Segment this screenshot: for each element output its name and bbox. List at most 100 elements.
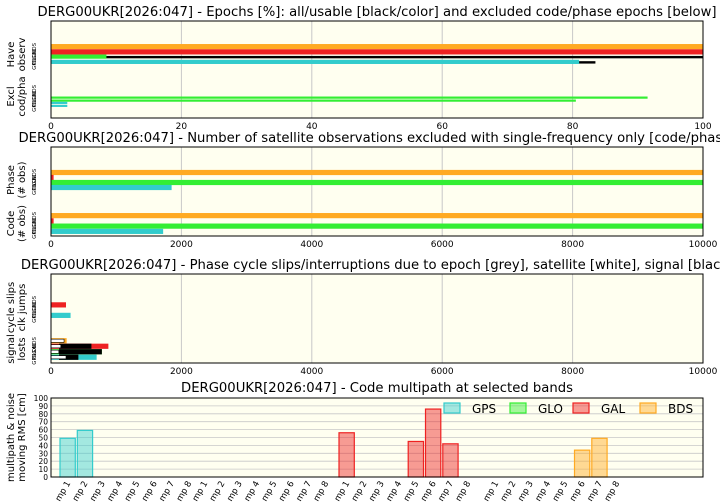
group-label-line: observ [17, 37, 28, 71]
x-tick-label: 2000 [170, 240, 193, 250]
system-label: BDS [32, 295, 38, 307]
system-label: GAL [32, 89, 38, 101]
plot-area [51, 21, 703, 118]
group-label-line: cod/pha [17, 76, 28, 116]
category-label: mp 8 [603, 480, 623, 504]
category-label: mp 7 [585, 480, 605, 504]
observation-bar [51, 179, 703, 186]
category-label: mp 4 [534, 480, 554, 504]
system-label: GPS [32, 58, 38, 70]
plot-frame [50, 273, 704, 364]
y-tick-label: 40 [38, 441, 48, 450]
panel-title: DERG00UKR[2026:047] - Number of satellit… [18, 131, 720, 146]
epochs-panel: DERG00UKR[2026:047] - Epochs [%]: all/us… [6, 5, 717, 132]
x-tick-label: 20 [176, 122, 188, 132]
plot-frame [50, 397, 704, 478]
category-label: mp 5 [123, 480, 143, 504]
category-label: mp 5 [260, 480, 280, 504]
legend-swatch [572, 402, 590, 414]
excluded-phase-bar [51, 99, 576, 102]
code-multipath-panel: DERG00UKR[2026:047] - Code multipath at … [6, 381, 704, 504]
group-label-line: Excl [6, 86, 17, 106]
y-tick-label: 20 [38, 457, 48, 466]
x-tick-label: 60 [436, 122, 448, 132]
plot-frame [50, 20, 704, 119]
observation-bar [51, 223, 703, 229]
multipath-bar [573, 449, 591, 478]
y-axis-label-line: moving RMS [cm] [17, 393, 28, 482]
group-label-line: signal [6, 334, 17, 364]
category-label: mp 3 [516, 480, 536, 504]
panel-title: DERG00UKR[2026:047] - Code multipath at … [181, 381, 573, 396]
system-label: GLO [32, 178, 38, 190]
y-tick-label: 70 [38, 418, 48, 427]
y-axis-label-line: multipath & noise [6, 393, 17, 482]
excluded-code-bar [51, 96, 648, 99]
category-label: mp 4 [106, 480, 126, 504]
panel-title: DERG00UKR[2026:047] - Phase cycle slips/… [21, 258, 720, 273]
usable-epochs-bar [51, 54, 107, 59]
excluded-phase-bar [51, 104, 68, 107]
group-label: Phase(# obs) [6, 161, 28, 198]
signal-slip-bar [59, 343, 92, 349]
category-label: mp 6 [419, 480, 439, 504]
category-label: mp 8 [312, 480, 332, 504]
observation-bar [51, 228, 164, 234]
system-label: BDS [32, 84, 38, 96]
system-label: GAL [32, 173, 38, 185]
group-label-line: losts [17, 337, 28, 360]
group-label: signallosts [6, 334, 28, 364]
category-label: mp 3 [225, 480, 245, 504]
group-label-line: Phase [6, 165, 17, 195]
x-tick-label: 4000 [300, 240, 323, 250]
x-tick-label: 0 [48, 367, 54, 377]
category-label: mp 5 [402, 480, 422, 504]
excluded-code-bar [51, 101, 68, 104]
plot-area [51, 274, 703, 363]
group-label: Exclcod/pha [6, 76, 28, 116]
group-label-line: Code [6, 211, 17, 237]
system-label: BDS [32, 211, 38, 223]
category-label: mp 6 [140, 480, 160, 504]
category-label: mp 3 [88, 480, 108, 504]
system-label: GAL [32, 47, 38, 59]
signal-slip-bar [59, 354, 79, 360]
category-label: mp 5 [551, 480, 571, 504]
multipath-bar [424, 408, 442, 478]
x-tick-label: 2000 [170, 367, 193, 377]
y-axis-label: multipath & noisemoving RMS [cm] [6, 393, 28, 482]
system-label: GLO [32, 306, 38, 318]
legend-swatch [443, 402, 461, 414]
category-label: mp 1 [482, 480, 502, 504]
category-label: mp 3 [367, 480, 387, 504]
x-tick-label: 10000 [689, 240, 718, 250]
multipath-bar [407, 440, 425, 478]
x-tick-label: 0 [48, 240, 54, 250]
multipath-bar [442, 443, 459, 478]
group-label-line: (# obs) [17, 161, 28, 198]
multipath-bar [59, 437, 76, 478]
category-label: mp 7 [436, 480, 456, 504]
system-label: GAL [32, 342, 38, 354]
observation-bar [51, 169, 703, 176]
system-label: GLO [32, 222, 38, 234]
system-label: GPS [32, 227, 38, 239]
legend-label: GPS [472, 402, 496, 416]
satellite-slip-bar [50, 349, 60, 354]
system-label: GPS [32, 353, 38, 365]
multipath-bar [591, 437, 608, 478]
category-label: mp 2 [350, 480, 370, 504]
y-tick-label: 50 [38, 434, 48, 443]
legend-label: GLO [538, 402, 563, 416]
x-tick-label: 6000 [431, 367, 454, 377]
all-epochs-bar [51, 55, 703, 59]
system-label: GAL [32, 216, 38, 228]
observation-bar [51, 218, 54, 224]
y-tick-label: 90 [38, 402, 48, 411]
system-label: BDS [32, 168, 38, 180]
multipath-bar [338, 432, 355, 478]
legend-label: BDS [668, 402, 693, 416]
plot-frame [50, 146, 704, 237]
system-label: GPS [32, 311, 38, 323]
plot-area [51, 147, 703, 236]
